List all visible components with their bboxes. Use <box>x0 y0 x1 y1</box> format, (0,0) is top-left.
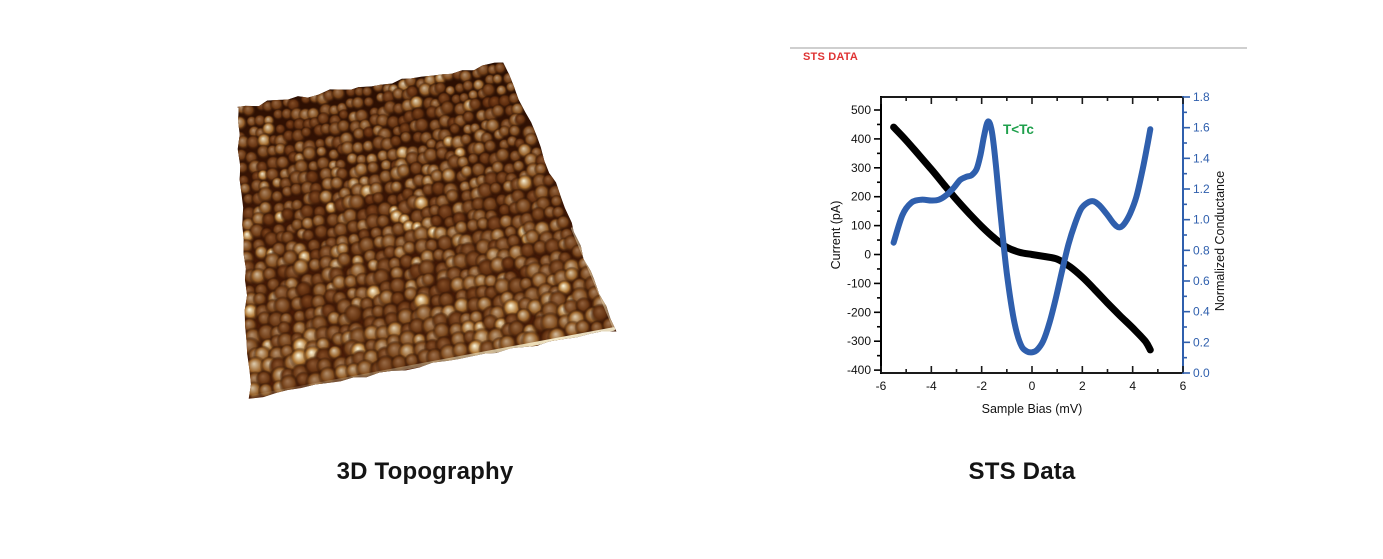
tc-annotation: T<Tc <box>1003 122 1034 137</box>
sts-chart: -6 -4 -2 0 2 4 6 500 400 300 200 100 0 -100 -200 -300 -4… <box>795 80 1265 430</box>
left-caption: 3D Topography <box>336 458 514 485</box>
conductance-curve <box>890 118 1154 356</box>
svg-text:-6: -6 <box>876 379 887 393</box>
svg-text:1.8: 1.8 <box>1193 90 1210 104</box>
svg-text:-100: -100 <box>847 276 871 290</box>
section-divider-line <box>790 47 1247 49</box>
svg-text:2: 2 <box>1079 379 1086 393</box>
svg-text:6: 6 <box>1180 379 1187 393</box>
svg-text:1.4: 1.4 <box>1193 151 1210 165</box>
svg-text:-2: -2 <box>976 379 987 393</box>
svg-text:200: 200 <box>851 190 871 204</box>
svg-text:400: 400 <box>851 132 871 146</box>
topography-3d-image <box>220 45 630 415</box>
svg-text:4: 4 <box>1129 379 1136 393</box>
right-axis-ticks <box>1183 96 1190 374</box>
svg-text:0.4: 0.4 <box>1193 305 1210 319</box>
sts-data-tag: STS DATA <box>803 51 858 63</box>
current-curve <box>890 123 1154 354</box>
x-axis-ticks <box>880 97 1184 373</box>
svg-text:-300: -300 <box>847 334 871 348</box>
svg-text:0: 0 <box>864 248 871 262</box>
right-axis-labels: 1.8 1.6 1.4 1.2 1.0 0.8 0.6 0.4 0.2 0.0 <box>1193 90 1210 380</box>
svg-text:0.6: 0.6 <box>1193 274 1210 288</box>
svg-text:1.0: 1.0 <box>1193 213 1210 227</box>
svg-text:500: 500 <box>851 103 871 117</box>
svg-text:-200: -200 <box>847 305 871 319</box>
left-axis-labels: 500 400 300 200 100 0 -100 -200 -300 -400 <box>847 103 871 377</box>
svg-text:1.6: 1.6 <box>1193 121 1210 135</box>
left-axis-title: Current (pA) <box>829 201 843 270</box>
svg-text:100: 100 <box>851 219 871 233</box>
svg-text:0.2: 0.2 <box>1193 335 1210 349</box>
left-axis-ticks <box>874 109 881 371</box>
svg-text:0.8: 0.8 <box>1193 243 1210 257</box>
right-axis-title: Normalized Conductance <box>1213 171 1227 311</box>
x-axis-labels: -6 -4 -2 0 2 4 6 <box>876 379 1187 393</box>
svg-text:1.2: 1.2 <box>1193 182 1210 196</box>
svg-text:-400: -400 <box>847 363 871 377</box>
svg-text:-4: -4 <box>926 379 937 393</box>
svg-text:0: 0 <box>1029 379 1036 393</box>
svg-text:300: 300 <box>851 161 871 175</box>
svg-text:0.0: 0.0 <box>1193 366 1210 380</box>
x-axis-title: Sample Bias (mV) <box>982 402 1083 416</box>
right-caption: STS Data <box>968 458 1076 485</box>
